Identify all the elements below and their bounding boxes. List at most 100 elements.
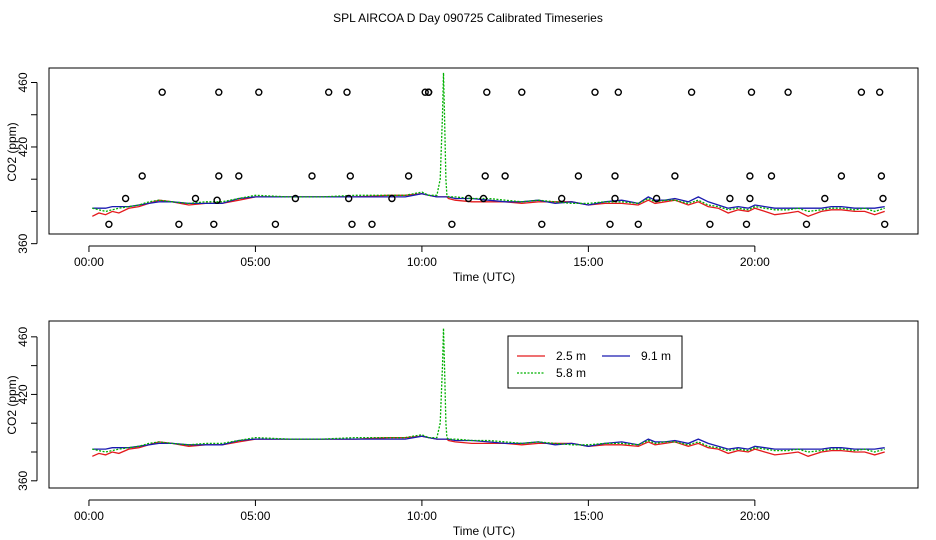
bottom-x-tick-label: 05:00 [240, 509, 270, 523]
top-marker-point [706, 220, 714, 229]
chart-legend: 2.5 m 9.1 m 5.8 m [507, 335, 683, 389]
top-marker-point [591, 88, 599, 96]
top-marker-point [558, 194, 566, 203]
top-x-axis: 00:00 05:00 10:00 15:00 20:00 [74, 245, 770, 269]
bottom-y-tick-label: 360 [16, 470, 30, 490]
top-series-line-2-5m [92, 193, 885, 218]
bottom-x-tick-label: 00:00 [74, 509, 104, 523]
chart-title: SPL AIRCOA D Day 090725 Calibrated Times… [333, 11, 603, 25]
top-marker-point [767, 172, 776, 180]
top-marker-point [877, 172, 886, 180]
bottom-x-axis: 00:00 05:00 10:00 15:00 20:00 [74, 499, 770, 523]
top-marker-point [687, 88, 696, 96]
top-marker-point [652, 194, 661, 203]
top-markers-group [105, 88, 889, 229]
top-marker-point [538, 220, 546, 229]
top-x-tick-label: 05:00 [240, 255, 270, 269]
top-marker-point [210, 220, 218, 229]
legend-box [507, 335, 683, 389]
top-marker-point [881, 220, 889, 229]
top-marker-point [483, 88, 491, 96]
top-panel: 00:00 05:00 10:00 15:00 20:00 360 420 460 Time… [5, 67, 919, 284]
top-y-tick-label: 360 [16, 233, 30, 253]
bottom-plot-frame [48, 320, 919, 489]
bottom-y-axis: 360 420 460 [16, 326, 38, 491]
top-series-group [92, 72, 885, 218]
top-marker-point [424, 88, 433, 96]
top-marker-point [784, 88, 792, 96]
top-marker-point [215, 172, 223, 180]
bottom-series-line-2-5m [92, 435, 885, 457]
top-marker-point [611, 172, 619, 180]
top-x-tick-label: 00:00 [74, 255, 104, 269]
bottom-x-tick-label: 10:00 [407, 509, 437, 523]
top-marker-point [837, 172, 846, 180]
top-y-tick-label: 420 [16, 137, 30, 157]
top-marker-point [235, 172, 243, 180]
bottom-panel: 00:00 05:00 10:00 15:00 20:00 360 420 460 Time… [5, 320, 919, 538]
legend-label-2-5m: 2.5 m [556, 349, 586, 363]
legend-label-5-8m: 5.8 m [556, 366, 586, 380]
top-y-axis-label: CO2 (ppm) [5, 122, 19, 181]
top-marker-point [291, 194, 300, 203]
top-plot-frame [48, 67, 919, 235]
top-x-tick-label: 10:00 [407, 255, 437, 269]
top-marker-point [464, 194, 473, 203]
top-marker-point [518, 88, 526, 96]
top-marker-point [479, 194, 488, 203]
top-marker-point [821, 194, 829, 203]
legend-label-9-1m: 9.1 m [641, 349, 671, 363]
top-marker-point [271, 220, 280, 229]
top-marker-point [421, 88, 429, 96]
top-marker-point [404, 172, 413, 180]
top-marker-point [255, 88, 263, 96]
top-marker-point [614, 88, 622, 96]
top-marker-point [368, 220, 376, 229]
top-marker-point [501, 172, 509, 180]
top-marker-point [348, 220, 356, 229]
top-marker-point [213, 196, 221, 204]
top-x-tick-label: 15:00 [573, 255, 603, 269]
top-marker-point [742, 220, 751, 229]
top-marker-point [747, 88, 756, 96]
bottom-y-tick-label: 460 [16, 326, 30, 346]
top-marker-point [857, 88, 866, 96]
top-marker-point [746, 194, 754, 203]
top-marker-point [481, 172, 489, 180]
top-marker-point [325, 88, 333, 96]
top-marker-point [158, 88, 166, 96]
top-marker-point [175, 220, 183, 229]
top-marker-point [879, 194, 887, 203]
top-marker-point [574, 172, 583, 180]
top-y-axis: 360 420 460 [16, 72, 38, 254]
bottom-series-group [92, 328, 885, 457]
top-marker-point [802, 220, 811, 229]
top-marker-point [345, 194, 353, 203]
top-marker-point [606, 220, 614, 229]
top-x-tick-label: 20:00 [740, 255, 770, 269]
bottom-y-axis-label: CO2 (ppm) [5, 375, 19, 434]
top-y-tick-label: 460 [16, 72, 30, 92]
top-marker-point [746, 172, 754, 180]
top-marker-point [671, 172, 679, 180]
bottom-x-tick-label: 20:00 [740, 509, 770, 523]
top-marker-point [308, 172, 316, 180]
top-marker-point [611, 194, 619, 203]
top-marker-point [343, 88, 351, 96]
top-marker-point [105, 220, 113, 229]
top-marker-point [191, 194, 200, 203]
top-marker-point [346, 172, 354, 180]
top-series-line-9-1m [92, 193, 885, 209]
bottom-series-line-5-8m [92, 328, 885, 453]
top-marker-point [138, 172, 146, 180]
top-marker-point [448, 220, 456, 229]
top-marker-point [634, 220, 642, 229]
top-marker-point [388, 194, 396, 203]
top-marker-point [726, 194, 734, 203]
top-marker-point [876, 88, 884, 96]
bottom-y-tick-label: 420 [16, 384, 30, 404]
bottom-x-axis-label: Time (UTC) [453, 524, 515, 538]
top-x-axis-label: Time (UTC) [453, 270, 515, 284]
top-marker-point [121, 194, 130, 203]
